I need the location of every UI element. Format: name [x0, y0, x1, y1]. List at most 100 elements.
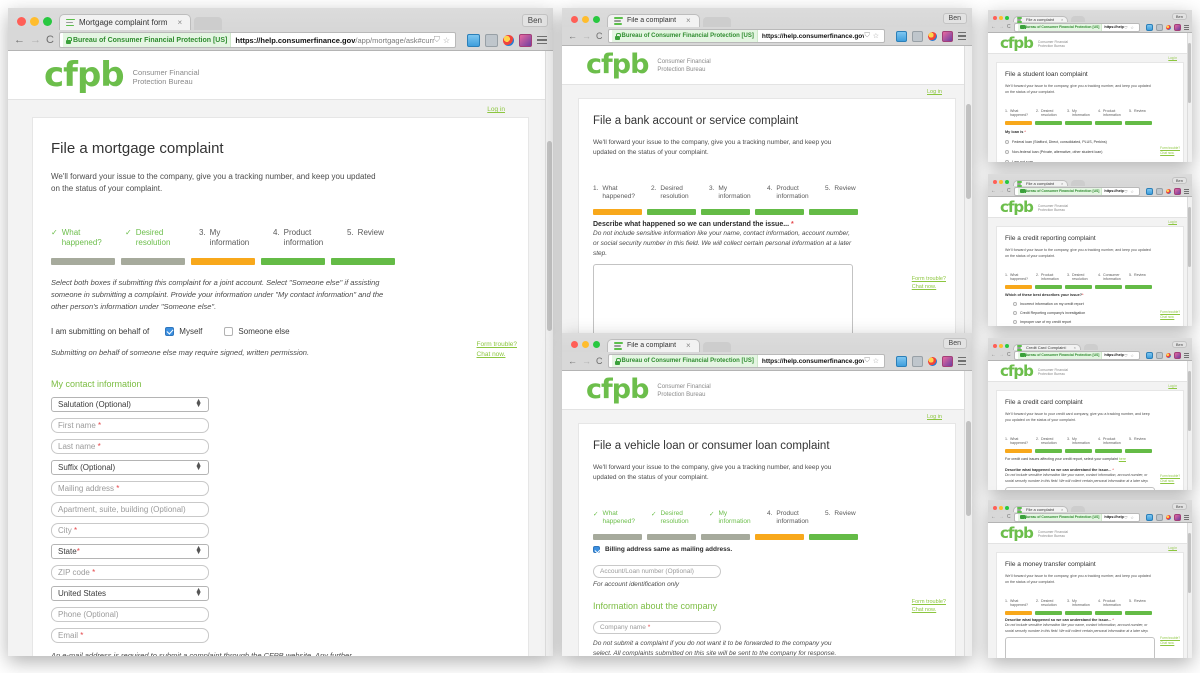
state-select[interactable]: State * ▲ ▼	[51, 543, 209, 559]
document-extension-icon[interactable]	[912, 30, 923, 42]
window-controls[interactable]	[14, 17, 59, 30]
window-controls[interactable]	[991, 344, 1013, 350]
city-input[interactable]: City *	[51, 522, 209, 538]
billing-address-checkbox[interactable]	[593, 546, 600, 554]
forward-arrow-icon[interactable]: →	[999, 513, 1004, 520]
minimize-window-button[interactable]	[582, 16, 589, 23]
back-arrow-icon[interactable]: ←	[568, 30, 577, 41]
chat-now-link[interactable]: Chat now.	[476, 350, 506, 358]
address-bar[interactable]: Bureau of Consumer Financial Protection …	[607, 354, 885, 368]
step-5[interactable]: 5. Review	[825, 510, 863, 526]
log-in-link[interactable]: Log in	[927, 414, 942, 420]
document-extension-icon[interactable]	[912, 355, 923, 367]
cfpb-logo[interactable]: cfpb	[1000, 523, 1034, 542]
step-5[interactable]: 5. Review	[1129, 273, 1149, 282]
close-tab-icon[interactable]: ×	[1061, 181, 1064, 186]
myself-checkbox[interactable]	[165, 326, 175, 336]
screenshot-extension-icon[interactable]	[1146, 351, 1153, 359]
browser-tab[interactable]: Mortgage complaint form ×	[59, 14, 192, 30]
colorwheel-extension-icon[interactable]	[1166, 188, 1171, 194]
window-controls[interactable]	[568, 16, 607, 27]
issue-radio-3[interactable]	[1013, 320, 1017, 325]
menu-icon[interactable]	[1184, 352, 1189, 358]
minimize-window-button[interactable]	[999, 344, 1003, 348]
chat-now-link[interactable]: Chat now.	[1160, 478, 1175, 483]
chat-now-link[interactable]: Chat now.	[911, 607, 937, 614]
form-trouble-link[interactable]: Form trouble?	[911, 276, 946, 282]
issue-radio-1[interactable]	[1013, 302, 1017, 307]
close-tab-icon[interactable]: ×	[1061, 17, 1064, 22]
close-window-button[interactable]	[17, 17, 26, 26]
cfpb-logo[interactable]: cfpb	[1000, 197, 1034, 216]
step-3[interactable]: 3. My information	[1067, 109, 1090, 118]
scrollbar-thumb[interactable]	[547, 141, 552, 331]
describe-textarea[interactable]	[1005, 486, 1155, 490]
step-2[interactable]: ✓ Desired resolution	[125, 228, 173, 248]
close-tab-icon[interactable]: ×	[1061, 507, 1064, 512]
scrollbar-thumb[interactable]	[966, 104, 971, 199]
address-bar[interactable]: Bureau of Consumer Financial Protection …	[1013, 350, 1140, 360]
maximize-window-button[interactable]	[1005, 344, 1009, 348]
back-arrow-icon[interactable]: ←	[991, 513, 996, 520]
back-arrow-icon[interactable]: ←	[991, 187, 996, 194]
step-4[interactable]: 4. Product information	[1098, 599, 1121, 608]
forward-arrow-icon[interactable]: →	[999, 23, 1004, 30]
log-in-link[interactable]: Log in	[1168, 220, 1177, 224]
loan-option-unsure[interactable]: I am not sure	[1005, 160, 1175, 162]
back-arrow-icon[interactable]: ←	[568, 355, 577, 366]
step-4[interactable]: 4. Consumer information	[1098, 273, 1121, 282]
colorwheel-extension-icon[interactable]	[1166, 24, 1171, 30]
email-input[interactable]: Email *	[51, 627, 209, 643]
log-in-link[interactable]: Log in	[1168, 546, 1177, 550]
federal-loan-radio[interactable]	[1005, 140, 1009, 145]
profile-button[interactable]: Ben	[1171, 13, 1187, 20]
shield-icon[interactable]: ⛉	[864, 357, 870, 364]
help-links[interactable]: Form trouble? Chat now.	[912, 275, 946, 292]
address-bar[interactable]: Bureau of Consumer Financial Protection …	[1013, 186, 1140, 196]
shield-icon[interactable]: ⛉	[1124, 514, 1128, 520]
image-extension-icon[interactable]	[942, 30, 953, 42]
shield-icon[interactable]: ⛉	[1124, 24, 1128, 30]
shield-icon[interactable]: ⛉	[1124, 352, 1128, 358]
shield-icon[interactable]: ⛉	[1124, 188, 1128, 194]
browser-tab[interactable]: File a complaint ×	[607, 339, 700, 352]
close-tab-icon[interactable]: ×	[1073, 345, 1076, 350]
help-links[interactable]: Form trouble? Chat now.	[1160, 474, 1180, 484]
colorwheel-extension-icon[interactable]	[503, 34, 514, 46]
step-1[interactable]: 1. What happened?	[1005, 437, 1028, 446]
close-window-button[interactable]	[993, 344, 997, 348]
step-1[interactable]: ✓ What happened?	[593, 510, 635, 526]
browser-tab[interactable]: File a complaint ×	[1013, 506, 1069, 513]
reload-icon[interactable]: C	[596, 355, 603, 366]
step-4[interactable]: 4. Product information	[1098, 437, 1121, 446]
bookmark-star-icon[interactable]: ☆	[872, 358, 879, 365]
browser-window-money-transfer[interactable]: File a complaint × Ben ← → C Bureau of C…	[988, 500, 1192, 658]
close-window-button[interactable]	[993, 180, 997, 184]
step-2[interactable]: 2. Desired resolution	[651, 185, 689, 201]
browser-window-bank-account[interactable]: File a complaint × Ben ← → C Bureau of C…	[562, 8, 972, 333]
page-scrollbar[interactable]	[1187, 523, 1192, 658]
step-1[interactable]: 1. What happened?	[1005, 599, 1028, 608]
issue-option-1[interactable]: Incorrect information on my credit repor…	[1013, 302, 1175, 307]
cfpb-logo[interactable]: cfpb	[586, 48, 649, 80]
screenshot-extension-icon[interactable]	[467, 33, 480, 47]
minimize-window-button[interactable]	[999, 506, 1003, 510]
cfpb-logo[interactable]: cfpb	[1000, 33, 1034, 52]
cfpb-logo[interactable]: cfpb	[586, 373, 649, 405]
shield-icon[interactable]: ⛉	[864, 32, 870, 39]
menu-icon[interactable]	[1184, 188, 1189, 194]
screenshot-extension-icon[interactable]	[896, 355, 907, 367]
image-extension-icon[interactable]	[942, 355, 953, 367]
menu-icon[interactable]	[958, 31, 966, 41]
cfpb-logo[interactable]: cfpb	[44, 54, 125, 95]
loan-option-federal[interactable]: Federal loan (Stafford, Direct, consolid…	[1005, 140, 1175, 145]
bookmark-star-icon[interactable]: ☆	[1130, 352, 1134, 358]
scrollbar-thumb[interactable]	[1188, 533, 1191, 593]
bookmark-star-icon[interactable]: ☆	[1130, 514, 1134, 520]
cfpb-logo[interactable]: cfpb	[1000, 361, 1034, 380]
behalf-option-myself[interactable]: Myself	[165, 326, 202, 336]
chat-now-link[interactable]: Chat now.	[1160, 640, 1175, 645]
profile-button[interactable]: Ben	[1171, 177, 1187, 184]
reload-icon[interactable]: C	[1007, 351, 1011, 358]
close-window-button[interactable]	[571, 16, 578, 23]
